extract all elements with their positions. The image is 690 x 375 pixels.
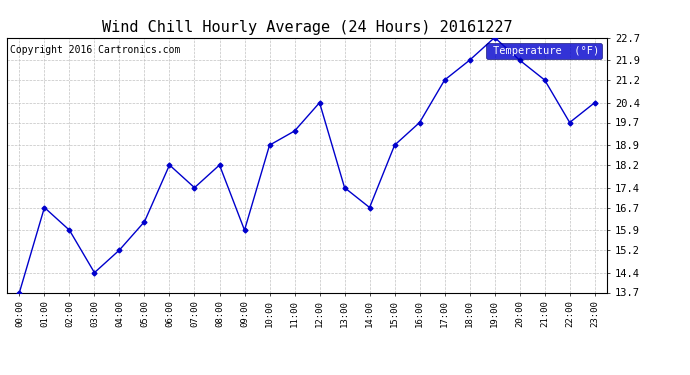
Text: Copyright 2016 Cartronics.com: Copyright 2016 Cartronics.com xyxy=(10,45,180,55)
Title: Wind Chill Hourly Average (24 Hours) 20161227: Wind Chill Hourly Average (24 Hours) 201… xyxy=(101,20,513,35)
Legend: Temperature  (°F): Temperature (°F) xyxy=(486,43,602,59)
